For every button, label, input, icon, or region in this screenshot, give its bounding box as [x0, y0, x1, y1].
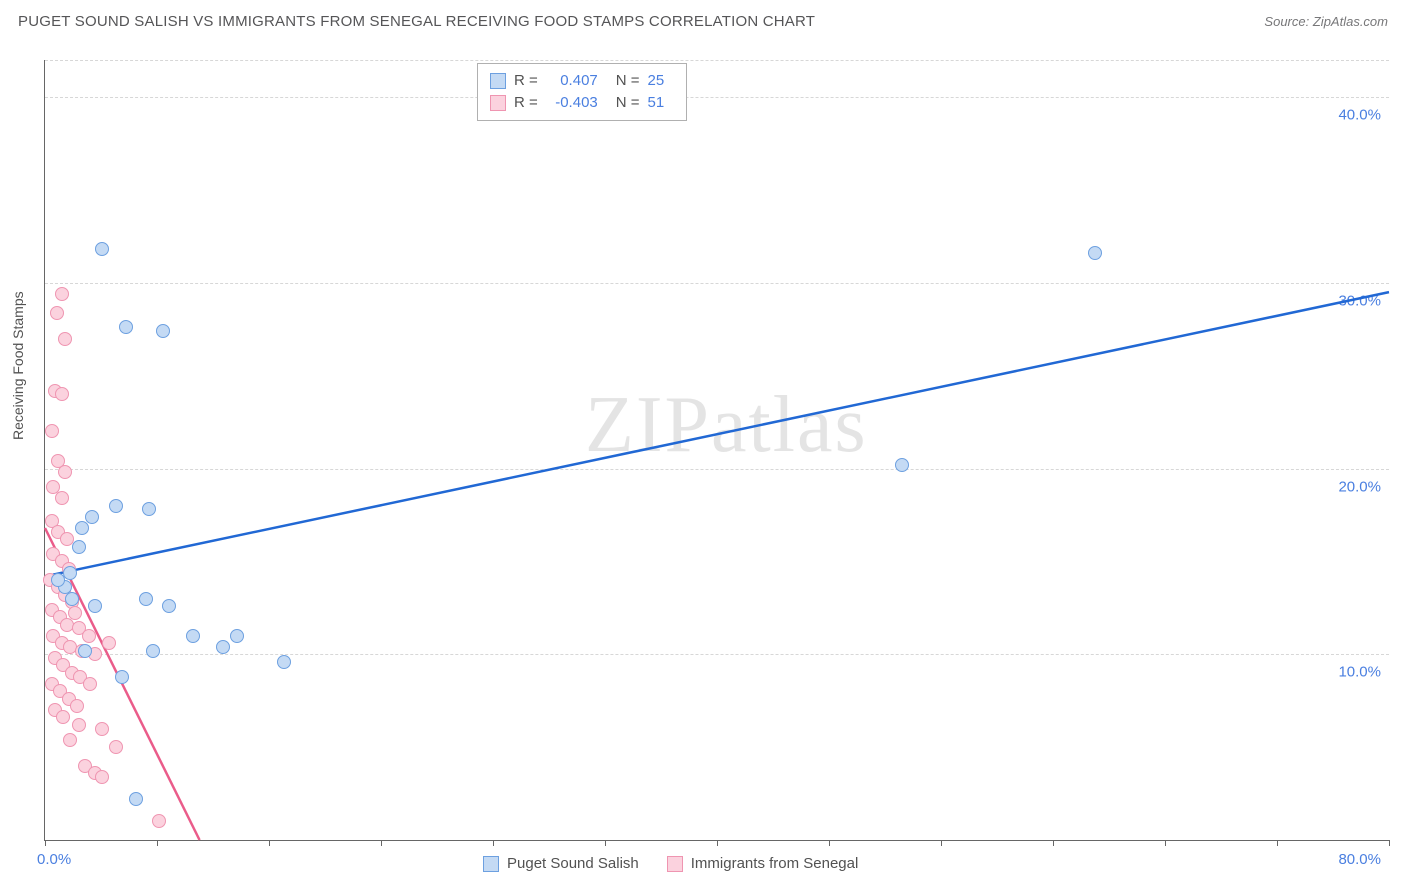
- data-point: [56, 710, 70, 724]
- x-tick: [1165, 840, 1166, 846]
- data-point: [68, 606, 82, 620]
- data-point: [63, 566, 77, 580]
- data-point: [115, 670, 129, 684]
- x-tick: [45, 840, 46, 846]
- x-tick-label: 0.0%: [37, 851, 71, 868]
- data-point: [72, 540, 86, 554]
- x-tick: [1277, 840, 1278, 846]
- scatter-chart: ZIPatlas 10.0%20.0%30.0%40.0%0.0%80.0%R …: [44, 60, 1389, 841]
- data-point: [277, 655, 291, 669]
- x-tick-label: 80.0%: [1338, 851, 1381, 868]
- y-tick-label: 10.0%: [1338, 664, 1381, 681]
- x-tick: [381, 840, 382, 846]
- series-legend: Puget Sound Salish Immigrants from Senega…: [483, 855, 858, 872]
- correlation-legend: R =0.407N =25R =-0.403N =51: [477, 63, 687, 121]
- gridline-h: [45, 654, 1389, 655]
- data-point: [58, 332, 72, 346]
- data-point: [95, 722, 109, 736]
- data-point: [85, 510, 99, 524]
- x-tick: [1053, 840, 1054, 846]
- data-point: [156, 324, 170, 338]
- watermark-text: ZIPatlas: [585, 380, 868, 471]
- legend-row: R =0.407N =25: [490, 70, 674, 92]
- data-point: [55, 387, 69, 401]
- data-point: [139, 592, 153, 606]
- legend-swatch: [483, 856, 499, 872]
- legend-item: Puget Sound Salish: [483, 855, 639, 872]
- x-tick: [1389, 840, 1390, 846]
- data-point: [63, 733, 77, 747]
- data-point: [162, 599, 176, 613]
- data-point: [70, 699, 84, 713]
- data-point: [142, 502, 156, 516]
- gridline-h: [45, 283, 1389, 284]
- chart-header: PUGET SOUND SALISH VS IMMIGRANTS FROM SE…: [0, 0, 1406, 42]
- x-tick: [269, 840, 270, 846]
- y-tick-label: 40.0%: [1338, 107, 1381, 124]
- data-point: [58, 465, 72, 479]
- gridline-h: [45, 469, 1389, 470]
- data-point: [82, 629, 96, 643]
- data-point: [51, 573, 65, 587]
- data-point: [1088, 246, 1102, 260]
- data-point: [65, 592, 79, 606]
- gridline-h: [45, 97, 1389, 98]
- n-value: 25: [648, 70, 674, 92]
- y-axis-label: Receiving Food Stamps: [10, 291, 26, 440]
- legend-swatch: [667, 856, 683, 872]
- r-value: 0.407: [546, 70, 598, 92]
- r-value: -0.403: [546, 92, 598, 114]
- data-point: [230, 629, 244, 643]
- n-value: 51: [648, 92, 674, 114]
- data-point: [88, 599, 102, 613]
- data-point: [95, 242, 109, 256]
- data-point: [55, 491, 69, 505]
- x-tick: [829, 840, 830, 846]
- data-point: [78, 644, 92, 658]
- data-point: [50, 306, 64, 320]
- data-point: [72, 718, 86, 732]
- x-tick: [493, 840, 494, 846]
- data-point: [216, 640, 230, 654]
- x-tick: [605, 840, 606, 846]
- y-tick-label: 30.0%: [1338, 292, 1381, 309]
- legend-label: Immigrants from Senegal: [691, 855, 859, 872]
- data-point: [83, 677, 97, 691]
- legend-row: R =-0.403N =51: [490, 92, 674, 114]
- data-point: [45, 424, 59, 438]
- data-point: [102, 636, 116, 650]
- legend-swatch: [490, 73, 506, 89]
- data-point: [895, 458, 909, 472]
- x-tick: [941, 840, 942, 846]
- gridline-h: [45, 60, 1389, 61]
- data-point: [129, 792, 143, 806]
- data-point: [109, 740, 123, 754]
- legend-item: Immigrants from Senegal: [667, 855, 859, 872]
- data-point: [75, 521, 89, 535]
- chart-title: PUGET SOUND SALISH VS IMMIGRANTS FROM SE…: [18, 13, 815, 30]
- data-point: [55, 287, 69, 301]
- y-tick-label: 20.0%: [1338, 478, 1381, 495]
- data-point: [186, 629, 200, 643]
- data-point: [152, 814, 166, 828]
- legend-label: Puget Sound Salish: [507, 855, 639, 872]
- data-point: [95, 770, 109, 784]
- data-point: [109, 499, 123, 513]
- trend-lines: [45, 60, 1389, 840]
- data-point: [146, 644, 160, 658]
- x-tick: [157, 840, 158, 846]
- legend-swatch: [490, 95, 506, 111]
- data-point: [119, 320, 133, 334]
- chart-source: Source: ZipAtlas.com: [1264, 14, 1388, 29]
- x-tick: [717, 840, 718, 846]
